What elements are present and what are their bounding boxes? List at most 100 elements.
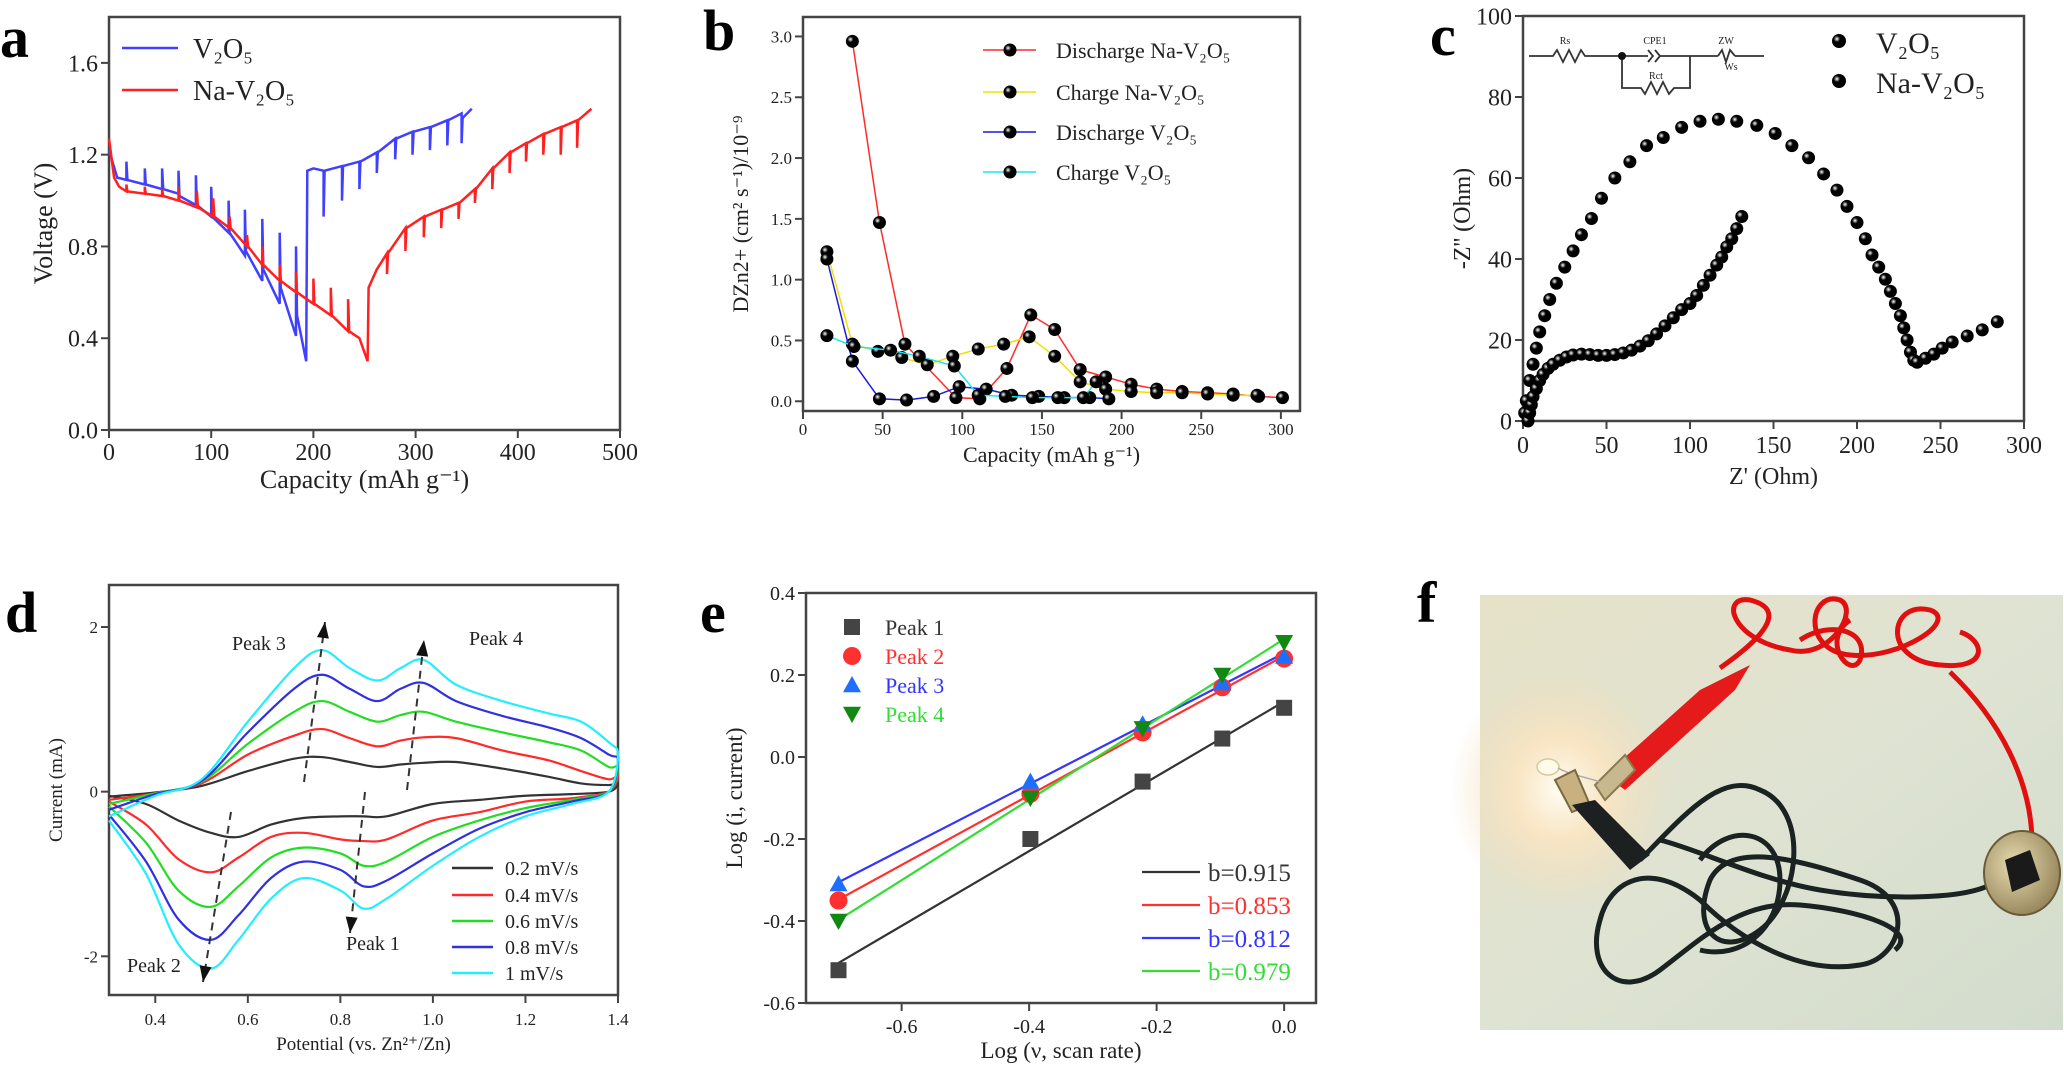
x-tick-label: 1.2	[515, 1010, 536, 1029]
data-point	[1696, 278, 1710, 292]
data-point	[1089, 375, 1103, 389]
data-point	[1538, 309, 1552, 323]
data-point	[1975, 323, 1989, 337]
circle-marker	[829, 891, 848, 910]
data-point	[1533, 325, 1547, 339]
x-tick-label: 50	[874, 420, 891, 439]
data-point	[1900, 333, 1914, 347]
data-point	[971, 342, 985, 356]
warburg-element	[1717, 47, 1736, 65]
x-tick-label: 300	[398, 440, 434, 466]
data-point	[1730, 114, 1744, 128]
data-point	[1858, 232, 1872, 246]
y-tick-label: 0.0	[771, 392, 792, 411]
x-tick-label: 0.4	[145, 1010, 167, 1029]
data-point	[1574, 228, 1588, 242]
panel-letter: a	[0, 5, 29, 70]
y-tick-label: 0	[90, 783, 99, 802]
data-point	[1048, 349, 1062, 363]
triangle-down-marker	[1133, 721, 1152, 738]
x-tick-label: -0.6	[886, 1016, 918, 1038]
data-point	[1817, 167, 1831, 181]
y-tick-label: 0.0	[770, 747, 795, 769]
square-marker	[1022, 831, 1039, 847]
data-point	[1250, 388, 1264, 402]
y-tick-label: 2.0	[771, 149, 792, 168]
data-point	[1048, 323, 1062, 337]
data-point	[1099, 370, 1113, 384]
series-line	[826, 258, 1109, 401]
x-tick-label: 500	[602, 440, 638, 466]
fit-slope-label: b=0.979	[1208, 959, 1291, 986]
y-tick-label: -2	[84, 947, 98, 966]
y-tick-label: 0.0	[68, 418, 98, 444]
series-line	[826, 251, 1257, 396]
legend-label: 0.2 mV/s	[505, 858, 579, 880]
y-tick-label: 0.2	[770, 665, 795, 687]
y-tick-label: 20	[1488, 328, 1512, 354]
x-tick-label: 50	[1595, 433, 1619, 459]
x-tick-label: 0	[103, 440, 115, 466]
y-tick-label: 0.8	[68, 235, 98, 261]
fit-slope-label: b=0.915	[1208, 860, 1291, 887]
y-tick-label: 0.4	[68, 327, 98, 353]
plot-frame	[801, 15, 1302, 413]
triangle-down-marker	[1213, 667, 1232, 684]
plot-frame	[107, 15, 622, 432]
data-point	[1711, 112, 1725, 126]
data-point	[997, 337, 1011, 351]
x-tick-label: 400	[500, 440, 536, 466]
panel-b-diffusion-coefficient-chart: 0 50 100 150 200 250 300 0.0 0.5 1.0 1.5 2.0 2.5 3.0 C…	[728, 15, 1302, 467]
square-marker	[1276, 699, 1293, 716]
legend-label: 0.6 mV/s	[505, 911, 579, 933]
x-tick-label: 0	[799, 420, 808, 439]
square-marker	[830, 962, 847, 979]
arrowhead-icon	[345, 916, 358, 933]
data-point	[1022, 330, 1036, 344]
data-point	[847, 340, 861, 354]
x-tick-label: 100	[950, 420, 976, 439]
data-point	[1666, 311, 1680, 325]
data-point	[949, 391, 963, 405]
data-point	[1275, 391, 1289, 405]
data-point	[1768, 126, 1782, 140]
x-tick-label: 200	[295, 440, 331, 466]
data-point	[820, 252, 834, 266]
data-point	[1897, 321, 1911, 335]
panel-d-cv-chart: 0.4 0.6 0.8 1.0 1.2 1.4 -2 0 2 Potential (vs. Zn²…	[46, 583, 629, 1055]
data-point	[1543, 293, 1557, 306]
y-tick-label: 1.2	[68, 143, 98, 169]
y-tick-label: 3.0	[771, 27, 792, 46]
y-tick-label: 2.5	[771, 88, 792, 107]
equivalent-circuit-inset: Rs CPE1 Rct ZW Ws	[1529, 36, 1764, 97]
data-point	[1865, 248, 1879, 262]
circuit-wire	[1529, 47, 1764, 65]
data-point	[872, 216, 886, 230]
data-point	[1076, 391, 1090, 405]
legend-label: Charge V₂O₅	[1056, 160, 1171, 185]
plot-frame	[804, 591, 1318, 1005]
arrowhead-icon	[316, 622, 329, 639]
data-point	[871, 344, 885, 358]
data-point	[1549, 276, 1563, 290]
circle-marker	[843, 647, 861, 665]
peak-annotation: Peak 3	[232, 633, 286, 655]
data-point	[1658, 319, 1672, 333]
data-point	[895, 350, 909, 364]
circuit-label: ZW	[1718, 36, 1734, 47]
x-tick-label: -0.4	[1013, 1016, 1045, 1038]
x-tick-label: 150	[1029, 420, 1055, 439]
x-tick-label: 200	[1109, 420, 1135, 439]
y-tick-label: 100	[1476, 4, 1512, 30]
x-tick-label: 300	[1268, 420, 1294, 439]
data-point	[1840, 199, 1854, 213]
cv-curve	[108, 727, 620, 874]
rct-branch	[1621, 56, 1691, 97]
x-axis-title: Z' (Ohm)	[1729, 464, 1818, 490]
peak-annotation: Peak 2	[127, 955, 181, 977]
legend-label: Na-V₂O₅	[1876, 67, 1985, 100]
y-tick-label: 1.0	[771, 271, 792, 290]
y-tick-label: 1.6	[68, 51, 98, 77]
data-point	[1883, 284, 1897, 298]
legend-label: Discharge V₂O₅	[1056, 120, 1197, 145]
